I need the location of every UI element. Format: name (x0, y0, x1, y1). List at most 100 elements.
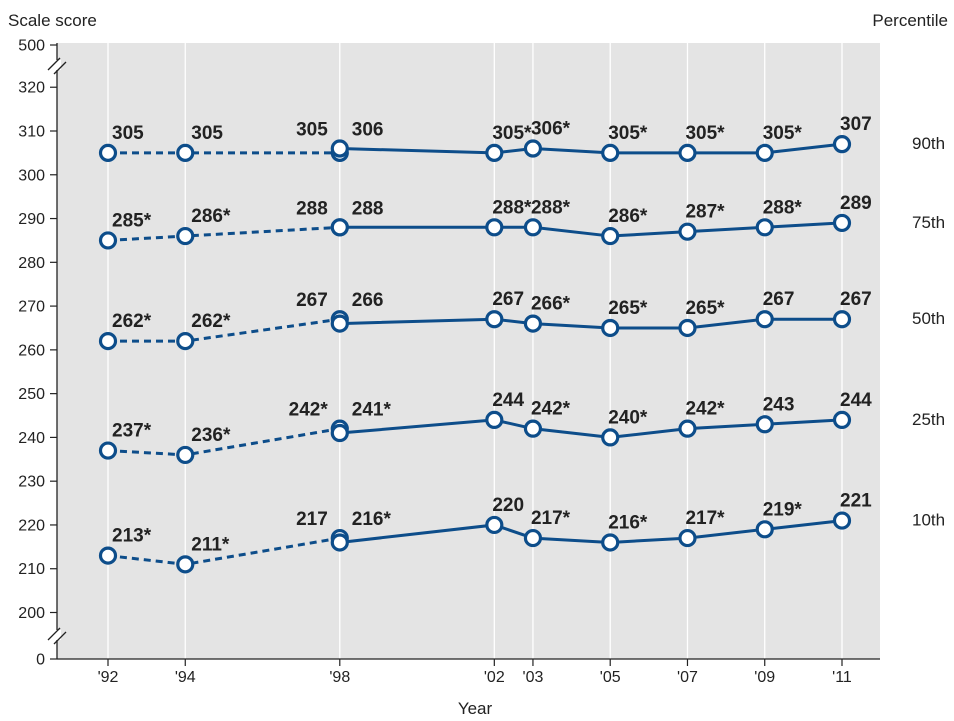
data-point (832, 511, 852, 530)
data-label: 217 (296, 509, 328, 530)
x-tick-label: '05 (600, 669, 621, 686)
data-label: 244 (492, 390, 524, 411)
data-point (678, 143, 697, 162)
data-point (98, 546, 118, 565)
axis-break-mark (53, 61, 67, 75)
data-point (176, 332, 195, 351)
data-label: 267 (763, 289, 795, 310)
y-tick-label: 250 (18, 386, 45, 403)
data-point (523, 528, 543, 548)
data-point (330, 218, 349, 237)
data-label: 219* (763, 499, 803, 520)
data-point (98, 231, 118, 250)
data-point (601, 533, 620, 552)
data-point (485, 410, 504, 429)
axis-break-mark (53, 631, 67, 645)
y-tick-label: 210 (18, 561, 45, 578)
x-tick-label: '07 (677, 669, 698, 686)
plot-background (57, 43, 880, 659)
data-label: 266* (531, 294, 571, 315)
x-tick-label: '11 (832, 669, 852, 686)
data-label: 285* (112, 210, 152, 231)
data-point (485, 515, 504, 535)
data-point (523, 419, 543, 438)
data-label: 266 (352, 290, 384, 311)
data-label: 305* (608, 123, 648, 144)
data-label: 240* (608, 407, 648, 428)
data-label: 243 (763, 394, 795, 415)
data-point (678, 318, 697, 338)
percentile-label: 75th (912, 213, 945, 232)
data-point (523, 218, 543, 237)
percentile-label: 10th (912, 511, 945, 530)
data-point (601, 318, 620, 338)
axis-break-gap (53, 630, 61, 640)
axis-break-mark (47, 627, 61, 641)
data-label: 242* (289, 400, 329, 421)
data-label: 216* (352, 509, 392, 530)
data-label: 211* (191, 534, 230, 555)
data-point (330, 139, 349, 158)
data-point (330, 533, 349, 552)
data-label: 288 (352, 198, 384, 219)
data-label: 289 (840, 193, 872, 214)
y-tick-label: 310 (18, 124, 45, 141)
data-point (176, 445, 195, 465)
data-label: 242* (531, 399, 571, 420)
y-tick-label: 0 (36, 652, 45, 669)
data-point (485, 310, 504, 329)
data-label: 216* (608, 512, 648, 533)
data-point (832, 310, 852, 329)
axis-break-mark (47, 57, 61, 71)
data-label: 220 (492, 495, 524, 516)
data-point (755, 218, 774, 237)
data-point (601, 428, 620, 447)
y-tick-label: 300 (18, 167, 45, 184)
data-point (485, 218, 504, 237)
data-point (523, 314, 543, 333)
data-point (176, 226, 195, 246)
y-tick-label: 500 (18, 38, 45, 55)
x-tick-label: '94 (175, 669, 196, 686)
data-label: 217* (531, 508, 571, 529)
data-label: 267 (840, 289, 872, 310)
data-label: 288* (531, 197, 571, 218)
y-tick-label: 280 (18, 255, 45, 272)
data-point (832, 135, 852, 154)
data-label: 213* (112, 526, 152, 547)
data-point (832, 213, 852, 233)
data-label: 305* (763, 123, 803, 144)
percentile-label: 90th (912, 134, 945, 153)
data-label: 221 (840, 491, 872, 512)
data-label: 307 (840, 114, 872, 135)
data-label: 241* (352, 400, 392, 421)
data-label: 305 (296, 120, 328, 141)
data-label: 305 (191, 123, 223, 144)
y-tick-label: 240 (18, 430, 45, 447)
data-label: 236* (191, 425, 231, 446)
x-tick-label: '09 (754, 669, 775, 686)
data-label: 265* (685, 298, 725, 319)
data-point (176, 143, 195, 162)
data-point (755, 520, 774, 539)
data-label: 244 (840, 390, 872, 411)
axis-break-gap (53, 60, 61, 70)
data-label: 286* (191, 206, 231, 227)
x-axis-title: Year (458, 699, 493, 718)
data-label: 288* (492, 197, 532, 218)
data-label: 242* (685, 399, 725, 420)
x-tick-label: '92 (98, 669, 119, 686)
data-point (601, 226, 620, 246)
data-point (98, 441, 118, 460)
data-label: 286* (608, 206, 648, 227)
y-tick-label: 260 (18, 342, 45, 359)
data-label: 265* (608, 298, 648, 319)
y-tick-label: 290 (18, 211, 45, 228)
data-label: 287* (685, 202, 725, 223)
x-tick-label: '02 (484, 669, 505, 686)
y-tick-label: 270 (18, 299, 45, 316)
data-label: 306 (352, 120, 384, 141)
percentile-label: 50th (912, 309, 945, 328)
data-label: 288* (763, 197, 803, 218)
